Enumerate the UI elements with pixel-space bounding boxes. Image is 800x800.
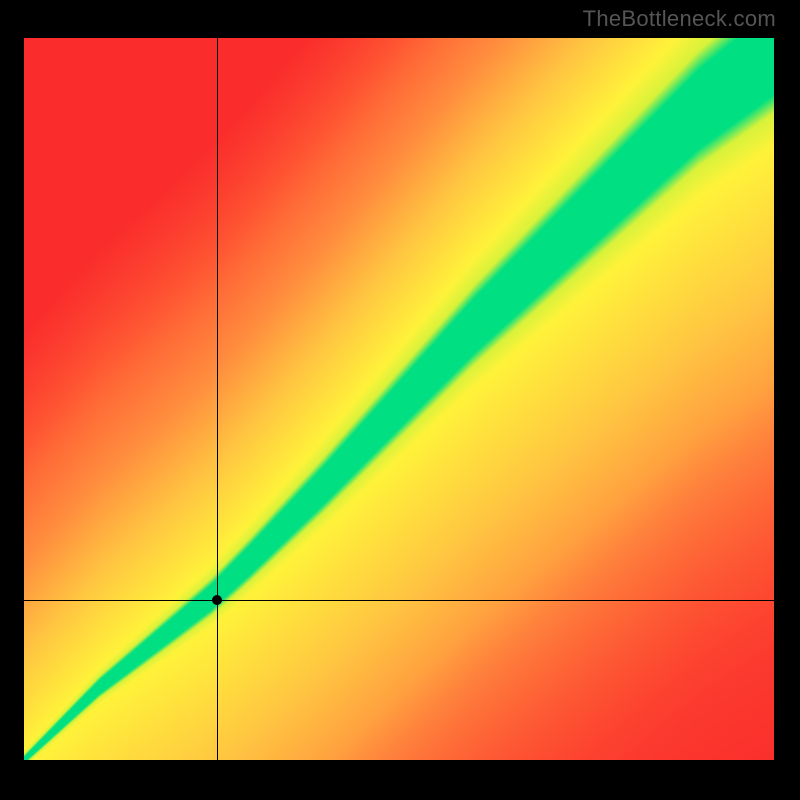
heatmap-plot-area — [24, 38, 774, 760]
crosshair-horizontal-line — [24, 600, 774, 601]
crosshair-vertical-line — [217, 38, 218, 760]
watermark-text: TheBottleneck.com — [583, 6, 776, 32]
crosshair-data-point — [212, 595, 222, 605]
heatmap-canvas — [24, 38, 774, 760]
